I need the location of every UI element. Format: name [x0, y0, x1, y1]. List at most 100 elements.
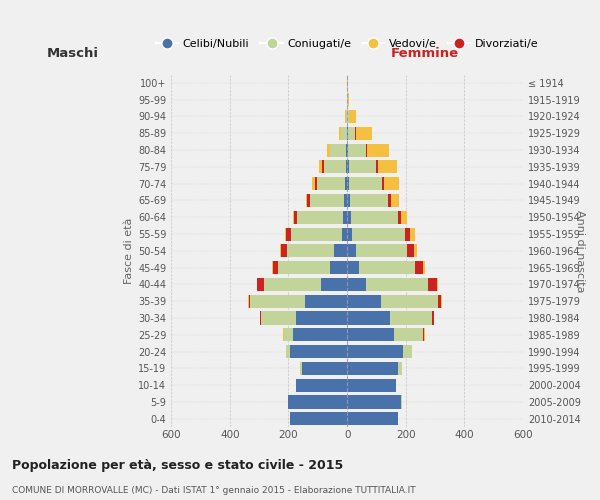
Bar: [407, 244, 414, 258]
Bar: [378, 160, 397, 173]
Bar: [250, 294, 305, 308]
Bar: [367, 144, 389, 156]
Text: Femmine: Femmine: [391, 48, 458, 60]
Bar: [314, 177, 317, 190]
Bar: [347, 378, 395, 392]
Bar: [347, 177, 349, 190]
Bar: [349, 160, 376, 173]
Bar: [348, 126, 355, 140]
Y-axis label: Anni di nascita: Anni di nascita: [575, 210, 585, 292]
Bar: [329, 261, 347, 274]
Bar: [405, 228, 410, 240]
Bar: [401, 210, 407, 224]
Bar: [381, 294, 438, 308]
Text: COMUNE DI MORROVALLE (MC) - Dati ISTAT 1° gennaio 2015 - Elaborazione TUTTITALIA: COMUNE DI MORROVALLE (MC) - Dati ISTAT 1…: [12, 486, 416, 495]
Bar: [260, 312, 296, 324]
Bar: [349, 110, 356, 123]
Bar: [388, 194, 391, 207]
Text: Popolazione per età, sesso e stato civile - 2015: Popolazione per età, sesso e stato civil…: [12, 460, 343, 472]
Bar: [296, 378, 347, 392]
Bar: [398, 210, 401, 224]
Bar: [300, 362, 302, 375]
Bar: [292, 228, 342, 240]
Bar: [356, 244, 407, 258]
Bar: [295, 210, 297, 224]
Bar: [347, 244, 356, 258]
Bar: [290, 412, 347, 426]
Bar: [286, 345, 290, 358]
Bar: [305, 294, 347, 308]
Bar: [391, 194, 400, 207]
Bar: [403, 345, 412, 358]
Bar: [307, 194, 310, 207]
Bar: [347, 328, 394, 342]
Bar: [293, 328, 347, 342]
Bar: [281, 244, 287, 258]
Bar: [348, 93, 349, 106]
Bar: [334, 244, 347, 258]
Bar: [347, 312, 389, 324]
Bar: [347, 362, 398, 375]
Bar: [345, 177, 347, 190]
Bar: [289, 396, 347, 408]
Bar: [346, 144, 347, 156]
Text: Maschi: Maschi: [47, 48, 98, 60]
Bar: [341, 126, 347, 140]
Bar: [284, 228, 286, 240]
Bar: [257, 278, 263, 291]
Bar: [389, 312, 432, 324]
Bar: [280, 244, 281, 258]
Bar: [347, 294, 381, 308]
Bar: [432, 312, 434, 324]
Bar: [382, 177, 384, 190]
Bar: [321, 278, 347, 291]
Bar: [347, 210, 350, 224]
Bar: [414, 244, 417, 258]
Bar: [415, 261, 424, 274]
Bar: [296, 312, 347, 324]
Bar: [327, 144, 330, 156]
Bar: [348, 144, 365, 156]
Bar: [347, 345, 403, 358]
Bar: [302, 362, 347, 375]
Bar: [287, 244, 334, 258]
Bar: [376, 160, 378, 173]
Bar: [398, 362, 402, 375]
Bar: [347, 261, 359, 274]
Bar: [428, 278, 437, 291]
Bar: [323, 160, 346, 173]
Bar: [311, 177, 314, 190]
Bar: [359, 261, 415, 274]
Bar: [305, 194, 307, 207]
Bar: [346, 160, 347, 173]
Bar: [273, 261, 278, 274]
Bar: [249, 294, 250, 308]
Bar: [441, 294, 442, 308]
Bar: [344, 194, 347, 207]
Bar: [330, 144, 346, 156]
Bar: [438, 294, 441, 308]
Bar: [347, 144, 348, 156]
Bar: [350, 210, 398, 224]
Y-axis label: Fasce di età: Fasce di età: [124, 218, 134, 284]
Bar: [366, 278, 428, 291]
Bar: [347, 228, 352, 240]
Bar: [410, 228, 415, 240]
Bar: [342, 228, 347, 240]
Bar: [286, 228, 292, 240]
Bar: [293, 210, 295, 224]
Bar: [317, 177, 345, 190]
Bar: [352, 228, 405, 240]
Bar: [310, 194, 344, 207]
Legend: Celibi/Nubili, Coniugati/e, Vedovi/e, Divorziati/e: Celibi/Nubili, Coniugati/e, Vedovi/e, Di…: [152, 34, 542, 53]
Bar: [343, 210, 347, 224]
Bar: [339, 126, 341, 140]
Bar: [297, 210, 343, 224]
Bar: [384, 177, 399, 190]
Bar: [346, 110, 347, 123]
Bar: [347, 110, 349, 123]
Bar: [394, 328, 424, 342]
Bar: [263, 278, 321, 291]
Bar: [365, 144, 367, 156]
Bar: [347, 412, 398, 426]
